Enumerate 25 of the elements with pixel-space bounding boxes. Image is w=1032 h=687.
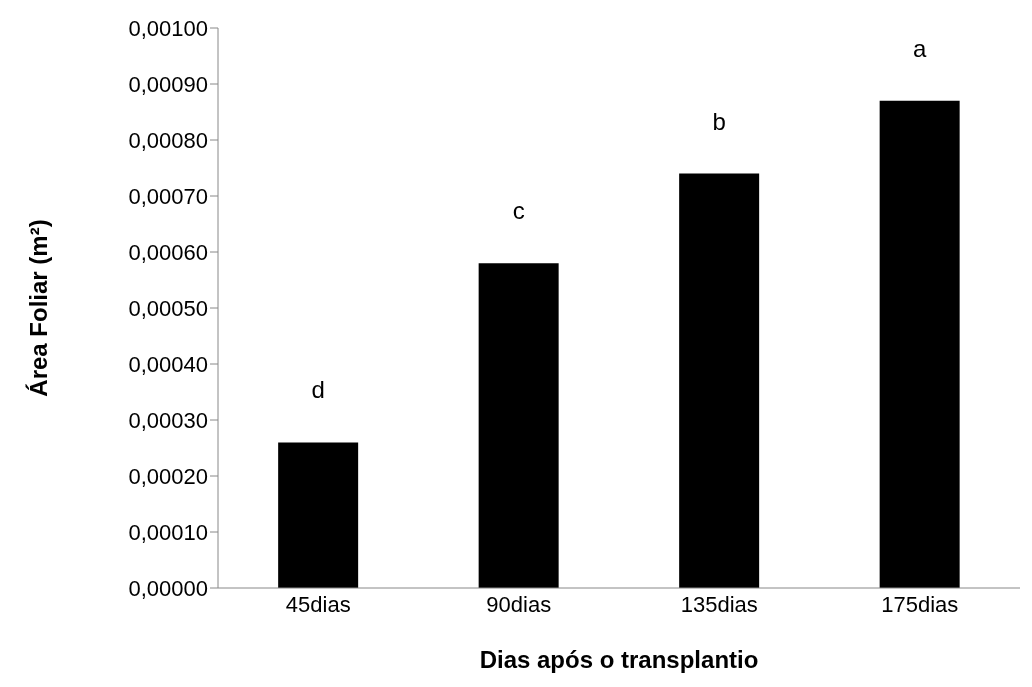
y-tick-label: 0,00060	[128, 239, 208, 265]
annotation: c	[512, 197, 525, 225]
x-tick-label: 175dias	[881, 591, 959, 617]
y-tick-label: 0,00030	[128, 407, 208, 433]
y-tick-label: 0,00040	[128, 351, 208, 377]
y-tick-label: 0,00100	[128, 15, 208, 41]
bar	[478, 263, 559, 588]
y-tick-label: 0,00070	[128, 183, 208, 209]
bar	[879, 100, 960, 588]
x-tick-label: 90dias	[486, 591, 552, 617]
bar	[679, 173, 760, 588]
y-tick-label: 0,00090	[128, 71, 208, 97]
x-axis-title: Dias após o transplantio	[479, 646, 759, 673]
y-tick-label: 0,00010	[128, 519, 208, 545]
y-tick-label: 0,00050	[128, 295, 208, 321]
annotation: d	[311, 376, 325, 404]
x-tick-label: 135dias	[680, 591, 758, 617]
x-tick-label: 45dias	[285, 591, 351, 617]
annotation: b	[712, 107, 726, 135]
y-tick-label: 0,00020	[128, 463, 208, 489]
y-tick-label: 0,00080	[128, 127, 208, 153]
bar	[278, 442, 359, 588]
y-tick-label: 0,00000	[128, 575, 208, 601]
y-axis-title: Área Foliar (m²)	[24, 219, 52, 397]
annotation: a	[913, 34, 928, 62]
